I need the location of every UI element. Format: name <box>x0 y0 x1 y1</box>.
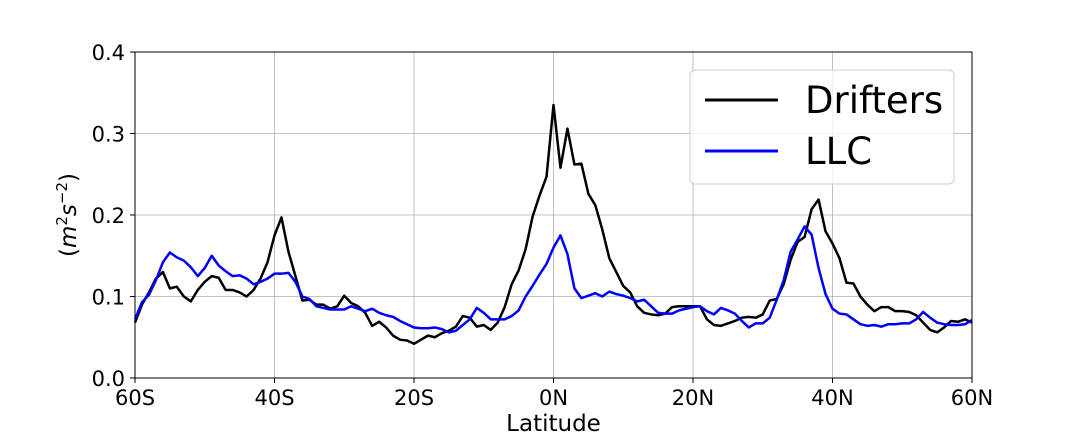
x-tick-label: 20S <box>394 386 434 410</box>
x-tick-label: 20N <box>672 386 714 410</box>
x-axis-label: Latitude <box>506 411 601 432</box>
y-tick-label: 0.3 <box>92 123 125 147</box>
y-tick-label: 0.4 <box>92 41 125 65</box>
x-tick-label: 60S <box>115 386 155 410</box>
x-tick-label: 40S <box>254 386 294 410</box>
x-tick-label: 0N <box>539 386 568 410</box>
y-tick-label: 0.1 <box>92 286 125 310</box>
series-line-drifters <box>133 103 973 346</box>
y-tick-label: 0.2 <box>92 204 125 228</box>
plot-area <box>133 103 973 346</box>
axis-ticks: 60S 40S 20S 0N 20N 40N 60N 0.0 0.1 0.2 0.3 0.4 <box>92 41 994 410</box>
y-axis-label: (m2s−2) <box>53 173 82 257</box>
y-tick-label: 0.0 <box>92 367 125 391</box>
legend-label-llc: LLC <box>805 130 872 173</box>
x-tick-label: 60N <box>951 386 993 410</box>
legend: Drifters LLC <box>689 69 955 185</box>
legend-label-drifters: Drifters <box>805 79 943 122</box>
x-tick-label: 40N <box>811 386 853 410</box>
series-line-llc <box>133 225 973 334</box>
